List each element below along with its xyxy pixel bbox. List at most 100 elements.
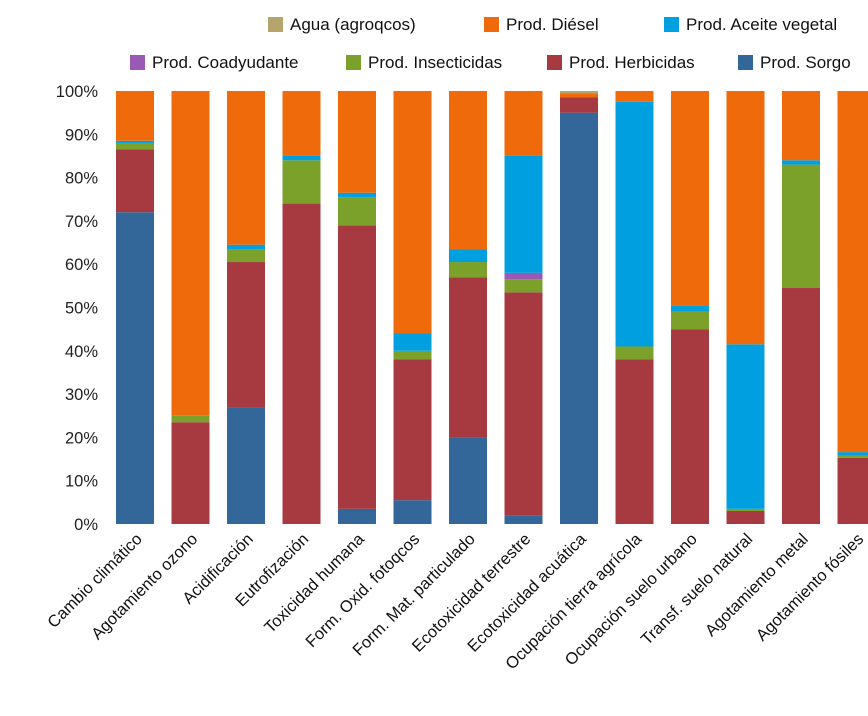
y-axis: 0% 10% 20% 30% 40% 50% 60% 70% 80% 90% 100% bbox=[56, 83, 99, 534]
bar-segment-prod-aceite-vegetal bbox=[837, 452, 868, 456]
bar-segment-prod-insecticidas bbox=[504, 279, 543, 293]
y-tick-label: 80% bbox=[65, 170, 98, 188]
bar-stack-ocupacion-tierra-agricola bbox=[615, 91, 654, 524]
bar-stack-transf-suelo-natural bbox=[726, 91, 765, 524]
bar-segment-prod-diesel bbox=[171, 91, 210, 416]
bar-segment-prod-herbicidas bbox=[116, 149, 154, 213]
bar-stack-agotamiento-fosiles bbox=[837, 91, 868, 524]
bar-segment-prod-herbicidas bbox=[560, 97, 598, 113]
bar-segment-prod-herbicidas bbox=[837, 457, 868, 524]
bar-segment-prod-herbicidas bbox=[449, 277, 487, 438]
bar-stack-acidificacion bbox=[227, 91, 265, 524]
bar-segment-prod-sorgo bbox=[393, 500, 432, 524]
x-tick-label: Cambio climático bbox=[44, 530, 146, 632]
bar-segment-prod-diesel bbox=[393, 91, 432, 334]
legend-swatch bbox=[346, 55, 361, 70]
bar-segment-prod-aceite-vegetal bbox=[726, 344, 765, 509]
bar-segment-prod-diesel bbox=[282, 91, 321, 156]
legend-label: Prod. Sorgo bbox=[760, 53, 851, 72]
bar-segment-prod-sorgo bbox=[116, 212, 154, 525]
bar-segment-prod-insecticidas bbox=[837, 455, 868, 458]
legend-item-agua-agroqcos: Agua (agroqcos) bbox=[268, 15, 416, 34]
y-tick-label: 0% bbox=[74, 516, 98, 534]
bar-segment-prod-sorgo bbox=[504, 515, 543, 524]
bar-segment-prod-insecticidas bbox=[671, 311, 709, 330]
bar-segment-prod-insecticidas bbox=[726, 508, 765, 512]
bar-segment-prod-diesel bbox=[726, 91, 765, 345]
bar-segment-prod-insecticidas bbox=[449, 262, 487, 278]
bar-stack-eutrofizacion bbox=[282, 91, 321, 524]
bar-segment-prod-insecticidas bbox=[393, 350, 432, 360]
legend-item-prod-diesel: Prod. Diésel bbox=[484, 15, 599, 34]
bar-segment-prod-insecticidas bbox=[615, 346, 654, 360]
bar-stack-ecotoxicidad-acuatica bbox=[560, 91, 598, 525]
legend-label: Agua (agroqcos) bbox=[290, 15, 416, 34]
y-tick-label: 30% bbox=[65, 386, 98, 404]
x-tick-label: Agotamiento fósiles bbox=[753, 530, 868, 645]
bar-segment-prod-herbicidas bbox=[282, 203, 321, 524]
bar-segment-prod-diesel bbox=[116, 91, 154, 141]
bar-stack-agotamiento-ozono bbox=[171, 91, 210, 524]
bar-segment-prod-aceite-vegetal bbox=[393, 333, 432, 351]
bar-segment-prod-sorgo bbox=[338, 508, 376, 524]
x-tick-label: Agotamiento ozono bbox=[88, 530, 201, 643]
bar-segment-prod-aceite-vegetal bbox=[338, 192, 376, 198]
legend-label: Prod. Diésel bbox=[506, 15, 599, 34]
bar-segment-prod-herbicidas bbox=[227, 262, 265, 408]
legend-swatch bbox=[484, 17, 499, 32]
legend-swatch bbox=[547, 55, 562, 70]
bar-segment-prod-diesel bbox=[504, 91, 543, 156]
legend-swatch bbox=[130, 55, 145, 70]
legend: Agua (agroqcos) Prod. Diésel Prod. Aceite … bbox=[130, 15, 851, 72]
bar-segment-prod-herbicidas bbox=[782, 288, 820, 524]
bar-segment-prod-insecticidas bbox=[338, 197, 376, 226]
y-tick-label: 100% bbox=[56, 83, 99, 101]
bars bbox=[116, 91, 868, 525]
legend-label: Prod. Herbicidas bbox=[569, 53, 695, 72]
bar-segment-prod-herbicidas bbox=[393, 359, 432, 501]
bar-segment-prod-aceite-vegetal bbox=[671, 305, 709, 312]
bar-segment-prod-insecticidas bbox=[171, 415, 210, 423]
bar-segment-prod-sorgo bbox=[227, 407, 265, 524]
legend-item-prod-herbicidas: Prod. Herbicidas bbox=[547, 53, 695, 72]
x-tick-label: Agotamiento metal bbox=[702, 530, 812, 640]
bar-segment-prod-herbicidas bbox=[726, 511, 765, 524]
bar-segment-prod-diesel bbox=[782, 91, 820, 161]
y-tick-label: 40% bbox=[65, 343, 98, 361]
y-tick-label: 20% bbox=[65, 429, 98, 447]
bar-segment-prod-sorgo bbox=[449, 437, 487, 524]
y-tick-label: 60% bbox=[65, 256, 98, 274]
bar-segment-prod-diesel bbox=[671, 91, 709, 306]
bar-stack-ocupacion-suelo-urbano bbox=[671, 91, 709, 524]
bar-segment-prod-diesel bbox=[338, 91, 376, 193]
bar-segment-prod-aceite-vegetal bbox=[504, 155, 543, 273]
legend-label: Prod. Insecticidas bbox=[368, 53, 502, 72]
legend-swatch bbox=[268, 17, 283, 32]
bar-segment-prod-aceite-vegetal bbox=[282, 155, 321, 161]
legend-swatch bbox=[664, 17, 679, 32]
bar-segment-prod-insecticidas bbox=[227, 249, 265, 263]
y-tick-label: 50% bbox=[65, 300, 98, 318]
legend-label: Prod. Coadyudante bbox=[152, 53, 299, 72]
bar-segment-prod-aceite-vegetal bbox=[782, 160, 820, 165]
y-tick-label: 10% bbox=[65, 473, 98, 491]
y-tick-label: 90% bbox=[65, 126, 98, 144]
bar-segment-prod-aceite-vegetal bbox=[116, 140, 154, 143]
bar-segment-prod-diesel bbox=[560, 93, 598, 98]
bar-segment-agua-agroqcos bbox=[560, 91, 598, 94]
y-tick-label: 70% bbox=[65, 213, 98, 231]
bar-segment-prod-aceite-vegetal bbox=[227, 244, 265, 250]
bar-stack-toxicidad-humana bbox=[338, 91, 376, 524]
bar-segment-prod-insecticidas bbox=[782, 164, 820, 289]
bar-segment-prod-sorgo bbox=[560, 112, 598, 525]
bar-stack-cambio-climatico bbox=[116, 91, 154, 525]
legend-item-prod-insecticidas: Prod. Insecticidas bbox=[346, 53, 502, 72]
legend-item-prod-sorgo: Prod. Sorgo bbox=[738, 53, 851, 72]
bar-segment-prod-herbicidas bbox=[671, 329, 709, 524]
bar-segment-prod-diesel bbox=[615, 91, 654, 102]
bar-segment-prod-aceite-vegetal bbox=[449, 249, 487, 263]
bar-stack-ecotoxicidad-terrestre bbox=[504, 91, 543, 524]
legend-item-prod-coadyudante: Prod. Coadyudante bbox=[130, 53, 299, 72]
bar-segment-prod-insecticidas bbox=[282, 160, 321, 204]
